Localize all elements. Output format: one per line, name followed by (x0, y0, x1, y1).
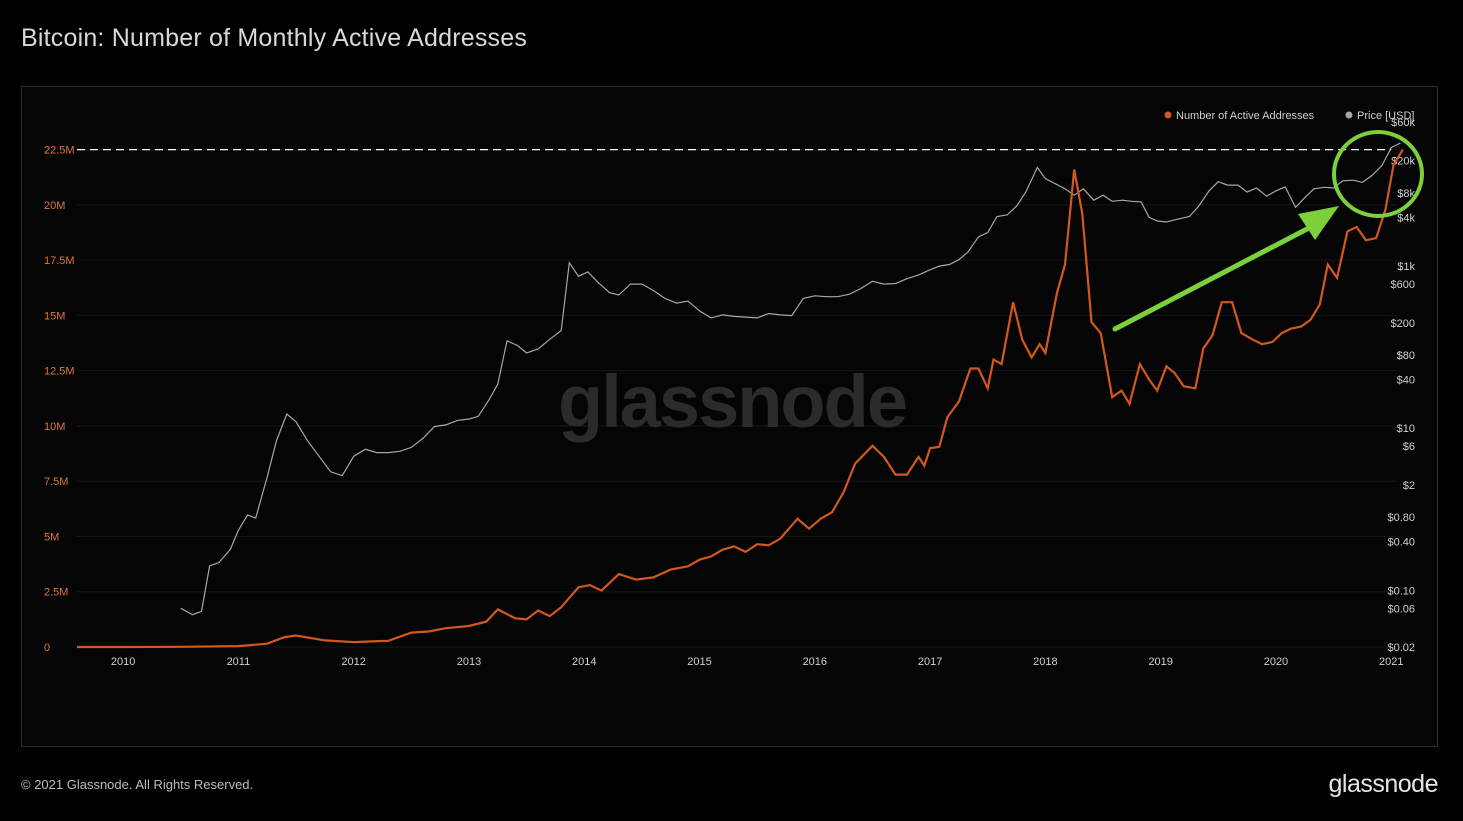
chart-frame: glassnode 0 2.5M 5M 7.5M 10M 12.5M 15M 17.5M 20M… (21, 86, 1438, 747)
left-tick-label: 5M (44, 531, 59, 543)
legend-entry-addresses: Number of Active Addresses (1176, 110, 1315, 122)
left-tick-label: 20M (44, 200, 65, 212)
legend: Number of Active Addresses Price [USD] (1164, 110, 1414, 122)
left-tick-label: 22.5M (44, 145, 75, 157)
left-tick-label: 12.5M (44, 366, 75, 378)
right-tick-label: $0.80 (1387, 512, 1415, 524)
footer-copyright: © 2021 Glassnode. All Rights Reserved. (21, 777, 254, 792)
legend-entry-price: Price [USD] (1357, 110, 1414, 122)
arrow-shaft (1112, 226, 1310, 332)
left-tick-label: 2.5M (44, 587, 68, 599)
x-tick-label: 2013 (457, 656, 481, 668)
right-tick-label: $2 (1403, 480, 1415, 492)
right-tick-label: $40 (1397, 374, 1415, 386)
x-tick-label: 2016 (803, 656, 827, 668)
right-tick-label: $10 (1397, 423, 1415, 435)
right-tick-label: $0.10 (1387, 585, 1415, 597)
right-tick-label: $6 (1403, 441, 1415, 453)
legend-dot-price (1345, 111, 1353, 119)
x-tick-label: 2018 (1033, 656, 1057, 668)
price-series-line (180, 142, 1401, 616)
highlight-circle (1332, 130, 1424, 218)
watermark: glassnode (558, 360, 906, 443)
right-tick-label: $200 (1391, 318, 1415, 330)
left-axis: 0 2.5M 5M 7.5M 10M 12.5M 15M 17.5M 20M 22.5M (44, 145, 75, 654)
right-tick-label: $8k (1397, 188, 1415, 200)
arrow-head (1298, 206, 1339, 240)
left-tick-label: 17.5M (44, 255, 75, 267)
x-tick-label: 2012 (341, 656, 365, 668)
legend-dot-addresses (1164, 111, 1172, 119)
x-tick-label: 2019 (1148, 656, 1172, 668)
right-tick-label: $80 (1397, 350, 1415, 362)
right-axis: $60k$20k$8k$4k$1k$600$200$80$40$10$6$2$0… (1387, 117, 1415, 654)
right-tick-label: $60k (1391, 117, 1415, 129)
chart: glassnode 0 2.5M 5M 7.5M 10M 12.5M 15M 17.5M 20M… (44, 110, 1424, 668)
right-tick-label: $600 (1391, 279, 1415, 291)
right-tick-label: $4k (1397, 212, 1415, 224)
left-tick-label: 7.5M (44, 476, 68, 488)
x-tick-label: 2015 (687, 656, 711, 668)
right-tick-label: $0.06 (1387, 603, 1415, 615)
x-tick-label: 2021 (1379, 656, 1403, 668)
right-tick-label: $0.40 (1387, 537, 1415, 549)
left-tick-label: 15M (44, 310, 65, 322)
brand-logo: glassnode (1328, 770, 1439, 798)
page-title: Bitcoin: Number of Monthly Active Addres… (21, 24, 528, 52)
annotation-arrow (1112, 206, 1339, 332)
left-tick-label: 0 (44, 642, 50, 654)
x-tick-label: 2014 (572, 656, 596, 668)
x-axis: 2010 2011 2012 2013 2014 2015 2016 2017 2018 2019… (111, 656, 1404, 668)
x-tick-label: 2010 (111, 656, 135, 668)
x-tick-label: 2020 (1264, 656, 1288, 668)
x-tick-label: 2011 (227, 656, 251, 668)
right-tick-label: $0.02 (1387, 642, 1415, 654)
left-tick-label: 10M (44, 421, 65, 433)
addresses-series-line (77, 149, 1404, 649)
right-tick-label: $1k (1397, 261, 1415, 273)
x-tick-label: 2017 (918, 656, 942, 668)
